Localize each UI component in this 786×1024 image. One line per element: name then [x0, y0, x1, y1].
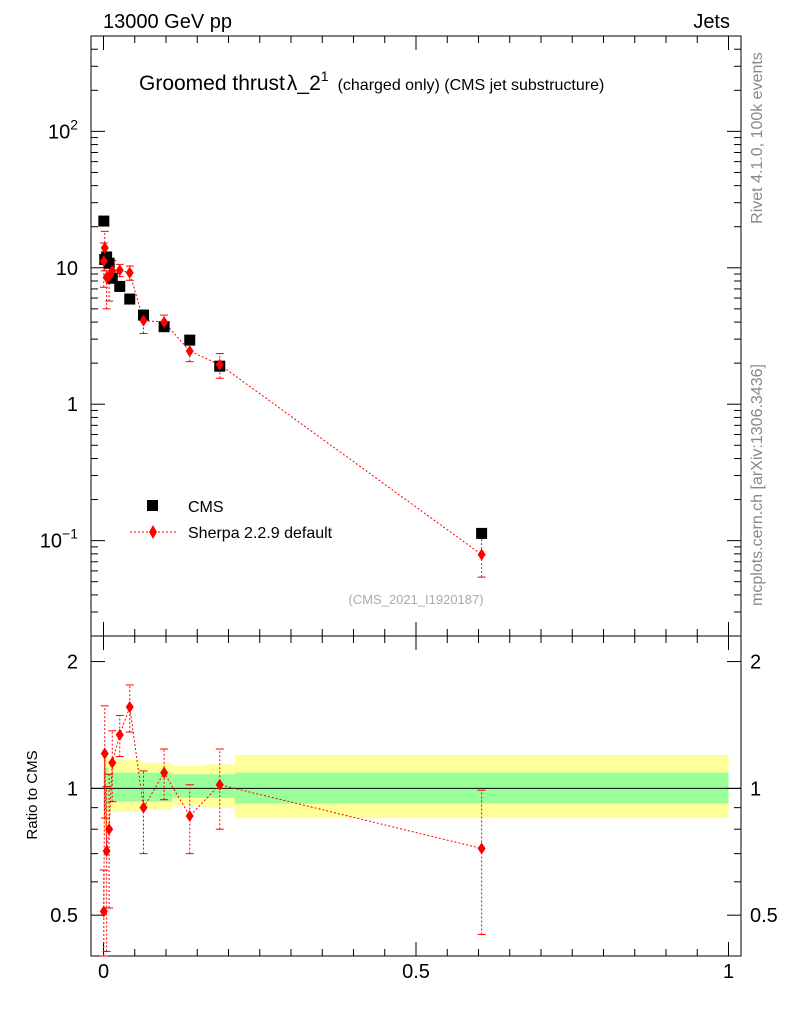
ratio-point — [139, 801, 148, 814]
sherpa-point — [139, 314, 148, 327]
ratio-y-tick-labels: 2 2 1 1 0.5 0.5 — [50, 652, 778, 928]
main-axis-ticks — [91, 35, 741, 637]
x-tick-label: 0.5 — [402, 961, 430, 983]
main-y-tick-label: 10−1 — [40, 526, 78, 553]
legend-cms-label: CMS — [188, 499, 224, 516]
sherpa-point — [115, 264, 124, 277]
legend-sherpa-label: Sherpa 2.2.9 default — [188, 525, 333, 542]
main-y-tick-label: 10 — [56, 258, 78, 280]
ratio-point — [99, 905, 108, 918]
ratio-point — [185, 809, 194, 822]
ratio-point — [477, 842, 486, 855]
sherpa-point — [215, 358, 224, 371]
main-panel: 102 10 1 10−1 Groomed thrustλ_21(charged on… — [40, 35, 742, 637]
ratio-y-tick-label: 0.5 — [50, 905, 78, 927]
main-y-tick-labels: 102 10 1 10−1 — [40, 116, 78, 552]
ratio-point — [115, 728, 124, 741]
legend-sherpa-marker — [149, 525, 157, 539]
ratio-stat-band — [172, 774, 204, 798]
x-tick-label: 1 — [723, 961, 734, 983]
sherpa-data-points — [99, 241, 486, 561]
main-y-tick-label: 102 — [48, 116, 78, 143]
analysis-id-label: (CMS_2021_I1920187) — [348, 592, 483, 607]
cms-point — [476, 527, 488, 539]
ratio-point — [105, 823, 114, 836]
cms-point — [184, 334, 196, 346]
ratio-point — [215, 778, 224, 791]
sherpa-point — [108, 264, 117, 277]
ratio-y-tick-label-right: 0.5 — [750, 905, 778, 927]
legend: CMS Sherpa 2.2.9 default — [130, 499, 333, 542]
ratio-y-tick-label-right: 2 — [750, 652, 761, 674]
cms-point — [101, 251, 113, 263]
cms-point — [98, 215, 110, 227]
cms-data-points — [98, 215, 488, 539]
sherpa-point — [160, 316, 169, 329]
ratio-point — [108, 756, 117, 769]
sherpa-point — [477, 548, 486, 561]
ratio-point — [102, 845, 111, 858]
ratio-stat-band — [141, 772, 173, 802]
legend-cms-marker — [147, 500, 158, 511]
ratio-y-tick-label-right: 1 — [750, 778, 761, 800]
ratio-uncertainty-bands — [103, 751, 729, 834]
sherpa-point — [99, 255, 108, 268]
cms-point — [106, 272, 118, 284]
ratio-panel: 2 21 10.5 0.5 0 0.5 1 Ratio to CMS — [24, 635, 778, 983]
cms-point — [103, 257, 115, 269]
ratio-stat-band — [103, 767, 109, 812]
x-tick-label: 0 — [98, 961, 109, 983]
sherpa-connecting-line — [103, 247, 482, 556]
sherpa-point — [185, 345, 194, 358]
ratio-axis-ticks — [91, 636, 741, 957]
cms-point — [124, 293, 136, 305]
mcplots-source-label: mcplots.cern.ch [arXiv:1306.3436] — [749, 364, 766, 606]
plot-title: Groomed thrustλ_21(charged only) (CMS je… — [139, 68, 604, 95]
ratio-point — [160, 766, 169, 779]
cms-point — [114, 280, 126, 292]
ratio-y-tick-label: 1 — [67, 778, 78, 800]
ratio-y-tick-label: 2 — [67, 652, 78, 674]
sherpa-point — [125, 266, 134, 279]
ratio-point — [125, 701, 134, 714]
ratio-y-axis-label: Ratio to CMS — [24, 750, 41, 839]
header-energy-label: 13000 GeV pp — [103, 11, 232, 33]
x-tick-labels: 0 0.5 1 — [98, 961, 734, 983]
header-category-label: Jets — [693, 11, 730, 33]
sherpa-point — [100, 241, 109, 254]
rivet-version-label: Rivet 4.1.0, 100k events — [749, 52, 766, 224]
ratio-data-points — [99, 701, 486, 918]
ratio-error-bars — [99, 684, 486, 957]
ratio-point — [100, 747, 109, 760]
ratio-stat-band — [108, 772, 141, 802]
main-y-tick-label: 1 — [67, 394, 78, 416]
